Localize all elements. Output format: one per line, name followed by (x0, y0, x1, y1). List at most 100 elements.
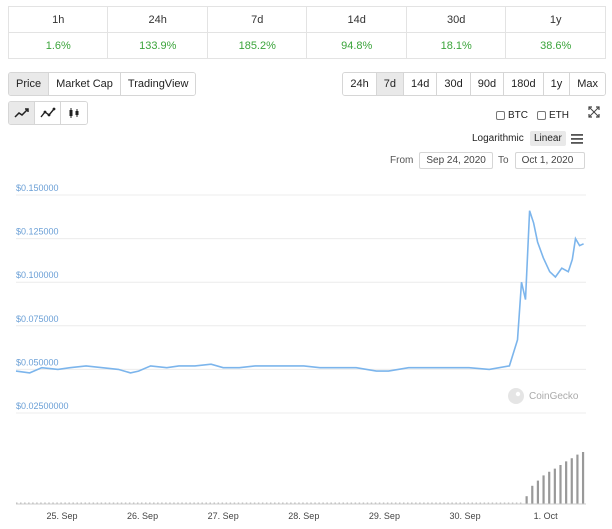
volume-bar (374, 502, 377, 504)
perf-value: 18.1% (405, 32, 507, 59)
volume-bar (553, 468, 556, 504)
volume-bar (398, 502, 401, 504)
checkbox-btc[interactable] (496, 111, 505, 120)
scale-linear[interactable]: Linear (530, 131, 566, 146)
compare-eth[interactable]: ETH (537, 110, 569, 121)
volume-bar (128, 502, 131, 504)
volume-bar (68, 502, 70, 504)
x-axis-ticks: 25. Sep 26. Sep 27. Sep 28. Sep 29. Sep 30. S… (46, 511, 558, 521)
volume-bar (265, 502, 268, 504)
volume-bar (76, 502, 78, 504)
volume-bar (338, 502, 340, 504)
volume-bar (495, 502, 498, 504)
volume-bar (165, 502, 167, 504)
range-30d[interactable]: 30d (437, 73, 471, 95)
x-tick-label: 25. Sep (46, 511, 77, 521)
compare-btc[interactable]: BTC (496, 110, 528, 121)
tab-market-cap[interactable]: Market Cap (49, 73, 121, 95)
volume-bar (278, 502, 280, 504)
x-tick-label: 26. Sep (127, 511, 158, 521)
volume-bar (132, 502, 135, 504)
volume-bar (302, 502, 304, 504)
volume-bar (209, 502, 211, 504)
tab-price[interactable]: Price (9, 73, 50, 95)
perf-header: 1y (505, 6, 606, 33)
perf-header: 1h (7, 6, 109, 33)
volume-bar (322, 502, 324, 504)
volume-bar (314, 502, 316, 504)
volume-bar (463, 502, 465, 504)
volume-bar (306, 502, 308, 504)
volume-bar (104, 502, 107, 504)
volume-bar (120, 502, 123, 504)
candlestick-button[interactable] (61, 102, 87, 124)
volume-bar (451, 502, 453, 504)
volume-bar (370, 502, 373, 504)
y-tick-label: $0.075000 (16, 314, 59, 324)
to-date-input[interactable]: Oct 1, 2020 (514, 152, 585, 169)
volume-bar (96, 502, 99, 504)
perf-header: 30d (405, 6, 507, 33)
volume-bar (225, 502, 228, 504)
volume-bar (157, 502, 159, 504)
volume-bar (36, 502, 38, 504)
from-date-input[interactable]: Sep 24, 2020 (419, 152, 493, 169)
volume-bar (443, 502, 445, 504)
volume-bar (52, 502, 54, 504)
volume-bar (237, 502, 240, 504)
volume-bar (229, 502, 232, 504)
volume-bar (40, 502, 42, 504)
volume-bar (149, 502, 151, 504)
volume-bar (257, 502, 260, 504)
volume-bar (431, 502, 433, 504)
volume-bar (269, 502, 272, 504)
area-chart-button[interactable] (9, 102, 35, 124)
volume-bar (459, 502, 461, 504)
volume-bar (273, 502, 276, 504)
volume-bar (378, 502, 381, 504)
scale-logarithmic[interactable]: Logarithmic (472, 133, 524, 144)
volume-bar (411, 502, 413, 504)
volume-bar (84, 502, 87, 504)
checkbox-eth[interactable] (537, 111, 546, 120)
volume-bar (282, 502, 284, 504)
volume-bar (56, 502, 58, 504)
volume-bar (491, 502, 494, 504)
coingecko-logo-icon (508, 388, 524, 404)
volume-bar (467, 502, 469, 504)
menu-icon[interactable] (571, 134, 583, 144)
volume-bar (402, 502, 405, 504)
volume-bar (48, 502, 50, 504)
expand-icon[interactable] (588, 106, 600, 118)
volume-bar (507, 502, 510, 504)
volume-bar (435, 502, 437, 504)
volume-bar (169, 502, 171, 504)
volume-bar (116, 502, 119, 504)
y-tick-label: $0.050000 (16, 357, 59, 367)
volume-bar (112, 502, 115, 504)
line-chart-button[interactable] (35, 102, 61, 124)
trend-line-icon (13, 108, 29, 118)
volume-bar (475, 502, 478, 504)
x-tick-label: 28. Sep (288, 511, 319, 521)
tab-tradingview[interactable]: TradingView (120, 73, 196, 95)
range-90d[interactable]: 90d (470, 73, 505, 95)
volume-bar (100, 502, 103, 504)
volume-bar (88, 502, 91, 504)
volume-bar (326, 502, 328, 504)
range-24h[interactable]: 24h (343, 73, 377, 95)
perf-header: 14d (306, 6, 407, 33)
y-axis-ticks: $0.150000 $0.125000 $0.100000 $0.075000 $0.0… (16, 183, 69, 411)
volume-bar (64, 502, 66, 504)
volume-bar (80, 502, 82, 504)
y-tick-label: $0.125000 (16, 227, 59, 237)
range-14d[interactable]: 14d (404, 73, 438, 95)
volume-bar (342, 502, 345, 504)
range-1y[interactable]: 1y (543, 73, 571, 95)
x-tick-label: 1. Oct (534, 511, 559, 521)
range-7d[interactable]: 7d (376, 73, 405, 95)
range-180d[interactable]: 180d (504, 73, 544, 95)
perf-header: 7d (206, 6, 308, 33)
range-max[interactable]: Max (570, 73, 605, 95)
perf-value: 1.6% (7, 32, 109, 59)
